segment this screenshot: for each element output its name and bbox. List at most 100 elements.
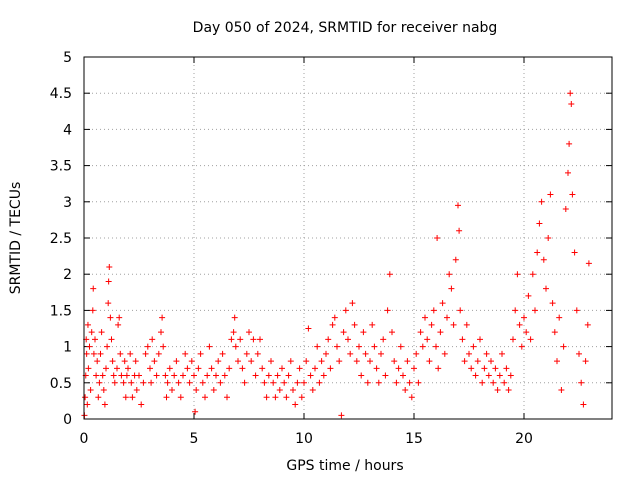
data-point <box>175 379 182 386</box>
data-point <box>585 260 592 267</box>
data-point <box>314 343 321 350</box>
grid-lines <box>84 57 612 419</box>
data-point <box>479 379 486 386</box>
data-point <box>294 379 301 386</box>
data-point <box>496 372 503 379</box>
data-point <box>283 394 290 401</box>
data-point <box>90 285 97 292</box>
data-point <box>128 379 135 386</box>
data-point <box>576 350 582 357</box>
data-point <box>419 343 426 350</box>
data-point <box>281 379 288 386</box>
data-point <box>231 314 238 321</box>
data-point <box>261 379 268 386</box>
data-point <box>492 365 499 372</box>
data-point <box>516 321 523 328</box>
data-point <box>147 365 153 372</box>
data-point <box>422 314 428 321</box>
data-point <box>163 394 170 401</box>
data-point <box>199 379 206 386</box>
data-point <box>206 343 213 350</box>
data-point <box>164 379 171 386</box>
data-point <box>320 372 327 379</box>
data-point <box>446 271 453 278</box>
data-point <box>95 394 102 401</box>
data-point <box>85 365 92 372</box>
data-point <box>417 329 424 336</box>
data-point <box>353 358 360 365</box>
data-point <box>543 285 549 292</box>
data-point <box>536 220 543 227</box>
data-point <box>503 365 510 372</box>
data-point <box>84 321 91 328</box>
data-point <box>380 336 387 343</box>
data-point <box>246 329 252 336</box>
data-point <box>468 365 475 372</box>
y-tick-label: 1 <box>63 340 72 356</box>
data-point <box>303 358 310 365</box>
y-tick-label: 3 <box>63 195 72 211</box>
data-point <box>457 307 464 314</box>
data-point <box>510 336 516 343</box>
data-point <box>428 321 435 328</box>
data-point <box>290 387 296 394</box>
data-point <box>265 372 272 379</box>
data-point <box>92 336 98 343</box>
data-point <box>424 336 431 343</box>
data-point <box>186 379 193 386</box>
data-point <box>549 300 556 307</box>
data-point <box>523 329 530 336</box>
data-point <box>204 372 211 379</box>
data-point <box>82 394 89 401</box>
data-point <box>393 379 400 386</box>
data-point <box>375 379 382 386</box>
data-point <box>433 343 439 350</box>
data-point <box>499 350 505 357</box>
y-tick-label: 0 <box>63 412 72 428</box>
data-point <box>325 336 332 343</box>
data-point <box>127 350 134 357</box>
data-point <box>356 343 362 350</box>
data-point <box>444 314 450 321</box>
data-point <box>274 372 281 379</box>
data-point <box>136 372 142 379</box>
data-point <box>106 263 113 270</box>
data-point <box>192 408 199 415</box>
data-point <box>122 394 129 401</box>
data-point <box>566 140 573 147</box>
data-point <box>323 350 329 357</box>
x-tick-label: 15 <box>405 431 423 447</box>
data-point <box>104 343 111 350</box>
data-point <box>448 285 455 292</box>
data-point <box>197 350 204 357</box>
data-point <box>554 358 560 365</box>
data-point <box>347 350 354 357</box>
data-point <box>208 365 215 372</box>
data-point <box>331 314 338 321</box>
data-point <box>149 336 156 343</box>
data-point <box>90 350 97 357</box>
data-point <box>89 307 96 314</box>
data-point <box>483 350 490 357</box>
data-point <box>287 358 294 365</box>
data-point <box>171 372 178 379</box>
data-point <box>219 350 226 357</box>
data-point <box>474 358 481 365</box>
data-point <box>364 379 371 386</box>
data-point <box>307 372 314 379</box>
x-tick-labels: 0 5 10 15 20 <box>80 431 533 447</box>
data-point <box>413 350 420 357</box>
data-point <box>111 379 118 386</box>
data-point <box>301 379 307 386</box>
data-point <box>101 401 108 408</box>
data-point <box>558 387 565 394</box>
data-point <box>105 300 112 307</box>
data-point <box>481 365 488 372</box>
data-point <box>435 365 442 372</box>
data-point <box>213 372 219 379</box>
data-point <box>193 387 200 394</box>
data-point <box>312 365 318 372</box>
data-point <box>107 314 114 321</box>
y-tick-label: 2 <box>63 267 72 283</box>
data-points <box>81 90 592 419</box>
